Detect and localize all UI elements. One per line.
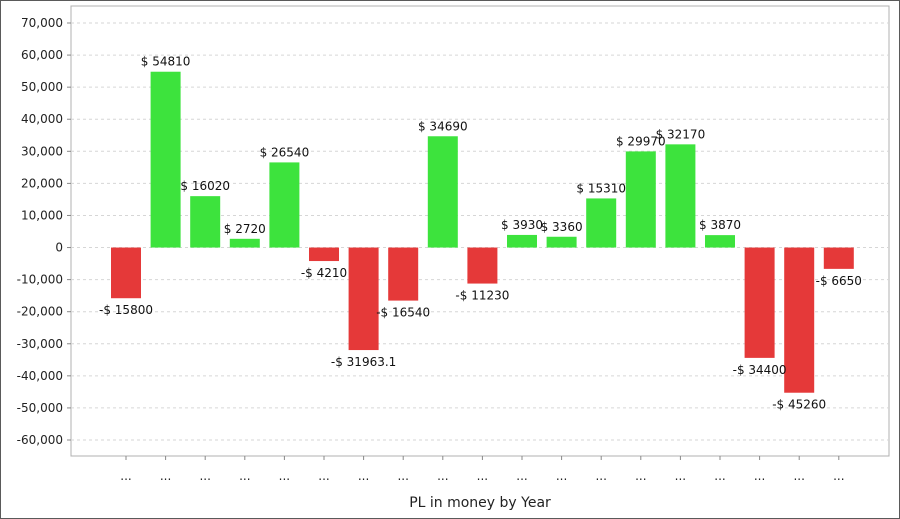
y-tick-label: 0 [55, 241, 63, 255]
bar-data-label: $ 15310 [576, 181, 626, 195]
bar-data-label: -$ 11230 [455, 289, 509, 303]
x-category-label: ... [358, 469, 369, 483]
bar-data-label: -$ 15800 [99, 303, 153, 317]
bar [705, 235, 735, 248]
x-category-label: ... [199, 469, 210, 483]
x-category-label: ... [793, 469, 804, 483]
y-tick-label: 10,000 [21, 208, 63, 222]
y-tick-label: 40,000 [21, 112, 63, 126]
x-category-label: ... [595, 469, 606, 483]
bar-data-label: $ 3870 [699, 218, 741, 232]
bar-data-label: $ 16020 [180, 179, 230, 193]
bar [229, 238, 260, 248]
y-tick-label: -20,000 [17, 305, 63, 319]
bar [507, 234, 537, 248]
y-tick-label: 30,000 [21, 144, 63, 158]
y-tick-label: -50,000 [17, 401, 63, 415]
x-category-label: ... [477, 469, 488, 483]
y-tick-label: 70,000 [21, 16, 63, 30]
x-category-label: ... [675, 469, 686, 483]
bar-data-label: -$ 34400 [733, 363, 787, 377]
bar [467, 247, 498, 284]
bar-data-label: $ 54810 [141, 55, 191, 69]
y-axis-ticks: 70,000 60,000 50,000 40,000 30,000 20,000 10,0… [17, 16, 71, 447]
x-category-label: ... [714, 469, 725, 483]
x-category-label: ... [833, 469, 844, 483]
y-tick-label: 60,000 [21, 48, 63, 62]
bar-data-label: $ 2720 [224, 222, 266, 236]
bar [586, 198, 617, 248]
bar-data-label: $ 29970 [616, 134, 666, 148]
bar [388, 247, 419, 301]
bar-data-label: $ 34690 [418, 119, 468, 133]
y-tick-label: 20,000 [21, 176, 63, 190]
x-category-label: ... [754, 469, 765, 483]
bar [348, 247, 379, 351]
bar-data-label: -$ 4210 [301, 266, 347, 280]
y-tick-label: -60,000 [17, 433, 63, 447]
bar-data-label: -$ 16540 [376, 306, 430, 320]
bar [269, 162, 300, 248]
y-tick-label: -30,000 [17, 337, 63, 351]
bar [111, 247, 141, 299]
bar [546, 236, 577, 248]
bar [309, 247, 339, 262]
bar-data-label: $ 26540 [260, 145, 310, 159]
bar [823, 247, 854, 269]
bar [665, 144, 696, 248]
x-category-label: ... [397, 469, 408, 483]
bar [427, 136, 458, 248]
x-axis-categories: ........................................… [120, 456, 845, 483]
bar [625, 151, 656, 248]
bar-data-label: $ 32170 [656, 127, 706, 141]
bar-data-label: -$ 6650 [816, 274, 862, 288]
y-tick-label: -40,000 [17, 369, 63, 383]
bar [744, 247, 775, 358]
x-category-label: ... [160, 469, 171, 483]
x-category-label: ... [635, 469, 646, 483]
x-category-label: ... [516, 469, 527, 483]
data-labels: -$ 15800 $ 54810 $ 16020 $ 2720 $ 26540 -$ 42… [99, 55, 862, 412]
x-category-label: ... [437, 469, 448, 483]
y-tick-label: -10,000 [17, 273, 63, 287]
x-category-label: ... [556, 469, 567, 483]
x-category-label: ... [279, 469, 290, 483]
x-category-label: ... [120, 469, 131, 483]
y-tick-label: 50,000 [21, 80, 63, 94]
x-axis-title: PL in money by Year [409, 495, 551, 511]
bar-data-label: $ 3360 [541, 220, 583, 234]
bar-data-label: -$ 45260 [772, 398, 826, 412]
bars [111, 71, 854, 393]
bar-data-label: $ 3930 [501, 218, 543, 232]
x-category-label: ... [239, 469, 250, 483]
bar-data-label: -$ 31963.1 [331, 355, 396, 369]
bar [190, 196, 221, 248]
bar [784, 247, 815, 393]
bar [150, 71, 181, 248]
x-category-label: ... [318, 469, 329, 483]
